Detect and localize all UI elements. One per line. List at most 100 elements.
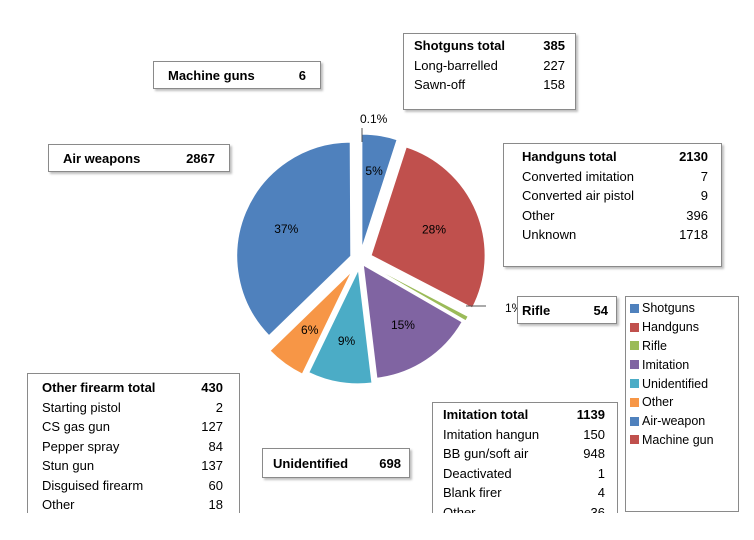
imitation-row: BB gun/soft air 948 (443, 444, 605, 464)
legend-label: Unidentified (642, 376, 709, 391)
other-firearm-row: Other 18 (42, 495, 223, 513)
legend-label: Handguns (642, 320, 699, 335)
callout-other-firearm: Other firearm total 430 Starting pistol … (27, 373, 240, 513)
legend-label: Shotguns (642, 301, 695, 316)
callout-imitation: Imitation total 1139 Imitation hangun 15… (432, 402, 618, 513)
callout-air-weapons-label: Air weapons (63, 150, 141, 166)
row-label: Other (42, 497, 75, 512)
callout-unidentified-label: Unidentified (273, 455, 349, 471)
legend-swatch (630, 435, 639, 445)
handguns-total-value: 2130 (679, 149, 708, 164)
pie-label-handguns: 28% (422, 223, 446, 237)
row-value: 36 (590, 504, 605, 514)
row-label: Stun gun (42, 458, 95, 473)
callout-shotguns: Shotguns total 385 Long-barrelled 227 Sa… (403, 33, 576, 110)
pie-label-shotguns: 5% (365, 164, 383, 178)
legend-label: Air-weapon (642, 414, 706, 429)
handguns-row: Converted imitation 7 (522, 167, 708, 187)
legend-item-rifle: Rifle (630, 337, 738, 356)
row-value: 158 (543, 77, 565, 92)
row-value: 1718 (679, 227, 708, 242)
row-value: 2 (215, 399, 223, 415)
row-label: Long-barrelled (414, 57, 498, 73)
row-value: 227 (543, 57, 565, 73)
legend-item-other: Other (630, 393, 738, 412)
row-label: Other (522, 207, 555, 223)
pie-label-machine-gun: 0.1% (360, 112, 388, 126)
legend-item-handguns: Handguns (630, 318, 738, 337)
row-value: 1 (597, 465, 605, 481)
legend-item-air-weapon: Air-weapon (630, 412, 738, 431)
imitation-row: Imitation hangun 150 (443, 425, 605, 445)
legend-swatch (630, 397, 639, 407)
callout-rifle: Rifle 54 (517, 296, 617, 324)
row-label: Blank firer (443, 485, 502, 500)
other-firearm-row: Starting pistol 2 (42, 398, 223, 418)
pie-slice-imitation (362, 264, 463, 379)
row-value: 4 (597, 485, 605, 500)
row-value: 948 (583, 446, 605, 461)
pie-label-imitation: 15% (391, 318, 415, 332)
row-label: Deactivated (443, 465, 512, 481)
chart-legend: Shotguns Handguns Rifle Imitation Unidentifi… (625, 296, 739, 512)
callout-rifle-value: 54 (593, 302, 608, 318)
pie-label-other: 6% (301, 323, 319, 337)
pie-slice-rifle (366, 263, 469, 322)
callout-air-weapons-value: 2867 (186, 150, 215, 166)
callout-rifle-label: Rifle (522, 302, 551, 318)
callout-machine-guns-value: 6 (298, 67, 306, 83)
row-value: 9 (700, 188, 708, 203)
legend-label: Other (642, 395, 674, 410)
pie-slice-unidentified (308, 268, 373, 385)
row-label: Starting pistol (42, 399, 121, 415)
shotguns-row: Long-barrelled 227 (414, 56, 565, 76)
imitation-row: Other 36 (443, 503, 605, 514)
handguns-row: Unknown 1718 (522, 225, 708, 245)
row-label: BB gun/soft air (443, 446, 529, 461)
row-label: Converted air pistol (522, 188, 634, 203)
legend-item-machine-gun: Machine gun (630, 431, 738, 450)
other-firearm-row: Stun gun 137 (42, 456, 223, 476)
other-firearm-row: CS gas gun 127 (42, 417, 223, 437)
row-value: 396 (686, 207, 708, 223)
row-value: 7 (700, 168, 708, 184)
other-firearm-total-label: Other firearm total (42, 380, 156, 395)
row-value: 127 (201, 419, 223, 434)
callout-unidentified-value: 698 (379, 455, 401, 471)
pie-slice-other (269, 270, 353, 375)
legend-swatch (630, 360, 639, 370)
other-firearm-row: Disguised firearm 60 (42, 476, 223, 496)
shotguns-row: Sawn-off 158 (414, 75, 565, 95)
legend-swatch (630, 322, 639, 332)
legend-swatch (630, 416, 639, 426)
callout-handguns: Handguns total 2130 Converted imitation … (503, 143, 722, 267)
row-label: Sawn-off (414, 77, 466, 92)
callout-machine-guns: Machine guns 6 (153, 61, 321, 89)
callout-air-weapons: Air weapons 2867 (48, 144, 230, 172)
pie-slice-handguns (370, 146, 486, 309)
pie-label-air-weapon: 37% (274, 222, 298, 236)
callout-unidentified: Unidentified 698 (262, 448, 410, 478)
legend-label: Machine gun (642, 432, 714, 447)
handguns-total-label: Handguns total (522, 149, 617, 164)
row-label: Imitation hangun (443, 426, 540, 442)
handguns-row: Converted air pistol 9 (522, 186, 708, 206)
shotguns-total-value: 385 (543, 38, 565, 53)
handguns-row: Other 396 (522, 206, 708, 226)
legend-item-shotguns: Shotguns (630, 299, 738, 318)
row-label: Unknown (522, 227, 577, 242)
legend-swatch (630, 341, 639, 351)
row-value: 137 (201, 458, 223, 473)
legend-swatch (630, 303, 639, 313)
legend-item-imitation: Imitation (630, 355, 738, 374)
imitation-row: Blank firer 4 (443, 483, 605, 503)
row-value: 60 (208, 477, 223, 493)
legend-swatch (630, 379, 639, 389)
other-firearm-row: Pepper spray 84 (42, 437, 223, 457)
row-label: Other (443, 504, 476, 514)
imitation-total-label: Imitation total (443, 407, 529, 422)
legend-label: Rifle (642, 338, 668, 353)
imitation-total-value: 1139 (576, 407, 605, 422)
pie-label-unidentified: 9% (338, 334, 356, 348)
